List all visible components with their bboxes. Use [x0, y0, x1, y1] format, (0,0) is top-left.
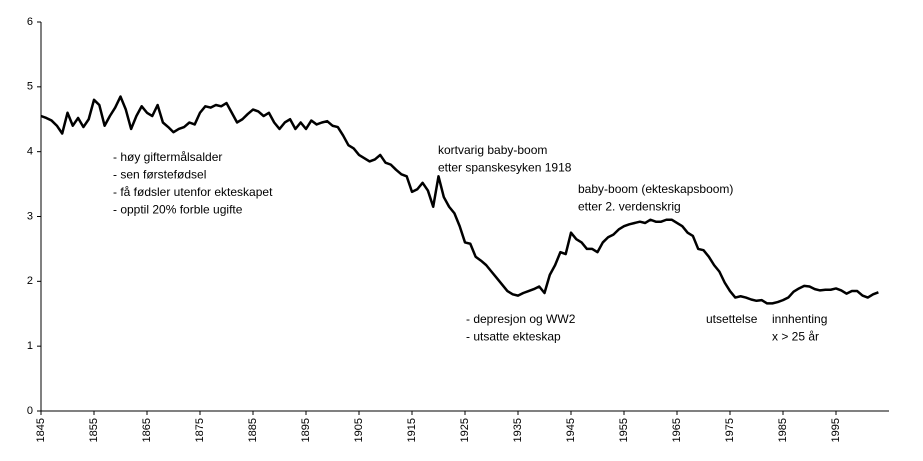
x-tick-label: 1875 — [194, 418, 206, 442]
x-tick-label: 1955 — [618, 418, 630, 442]
x-tick-label: 1895 — [300, 418, 312, 442]
x-tick-label: 1905 — [353, 418, 365, 442]
annotation: utsettelse — [706, 312, 758, 326]
x-tick-label: 1865 — [141, 418, 153, 442]
x-tick-label: 1885 — [247, 418, 259, 442]
x-tick-label: 1995 — [830, 418, 842, 442]
x-tick-label: 1925 — [459, 418, 471, 442]
annotation: baby-boom (ekteskapsboom) — [578, 182, 733, 196]
annotation: - sen førstefødsel — [113, 168, 206, 182]
y-tick-label: 1 — [27, 340, 33, 352]
y-tick-label: 0 — [27, 405, 33, 417]
x-tick-label: 1965 — [671, 418, 683, 442]
y-tick-label: 3 — [27, 210, 33, 222]
x-tick-label: 1915 — [406, 418, 418, 442]
annotation: - utsatte ekteskap — [466, 330, 561, 344]
annotation: etter 2. verdenskrig — [578, 200, 681, 214]
x-tick-label: 1945 — [565, 418, 577, 442]
annotation: x > 25 år — [772, 330, 819, 344]
data-line — [40, 95, 879, 305]
x-tick-label: 1975 — [724, 418, 736, 442]
annotation: - opptil 20% forble ugifte — [113, 203, 243, 217]
y-tick-label: 4 — [27, 146, 33, 158]
x-tick-label: 1845 — [35, 418, 47, 442]
x-tick-label: 1935 — [512, 418, 524, 442]
x-tick-label: 1985 — [777, 418, 789, 442]
annotation: innhenting — [772, 312, 827, 326]
annotation: - få fødsler utenfor ekteskapet — [113, 185, 273, 199]
y-tick-label: 6 — [27, 16, 33, 28]
y-tick-label: 5 — [27, 81, 33, 93]
annotation: - høy giftermålsalder — [113, 150, 222, 164]
y-tick-label: 2 — [27, 275, 33, 287]
annotation: kortvarig baby-boom — [438, 143, 547, 157]
annotation: - depresjon og WW2 — [466, 312, 576, 326]
annotation: etter spanskesyken 1918 — [438, 161, 572, 175]
x-tick-label: 1855 — [88, 418, 100, 442]
